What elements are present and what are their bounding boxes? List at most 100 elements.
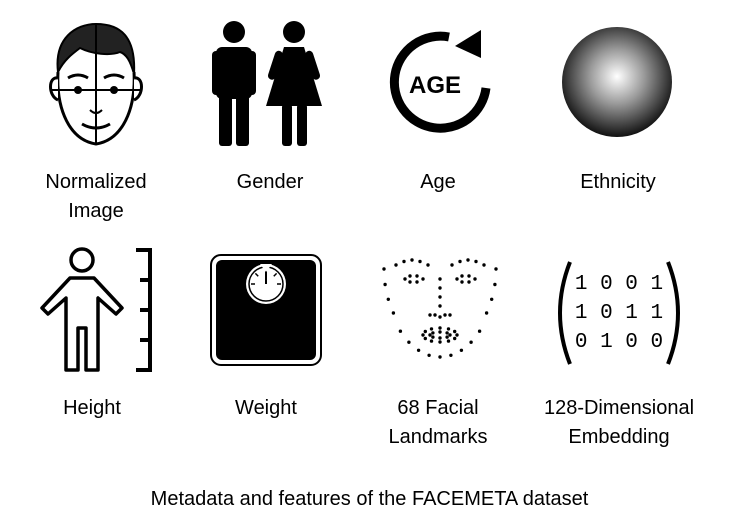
- landmark-dot: [477, 329, 482, 333]
- figure-caption: Metadata and features of the FACEMETA da…: [150, 488, 589, 510]
- landmark-dot: [402, 259, 406, 264]
- landmark-dot: [448, 333, 452, 337]
- landmark-dot: [391, 311, 396, 315]
- feature-label-age: Age: [358, 168, 518, 197]
- label-line: Ethnicity: [580, 171, 656, 193]
- woman-icon: [266, 21, 322, 146]
- landmark-dot: [438, 295, 442, 299]
- label-line: Landmarks: [388, 426, 488, 448]
- landmark-dot: [438, 304, 442, 308]
- label-line: Normalized: [45, 171, 147, 193]
- landmark-dot: [421, 277, 425, 281]
- landmark-dot: [482, 263, 486, 267]
- feature-label-gender: Gender: [190, 168, 350, 197]
- landmark-dot: [438, 326, 442, 330]
- landmark-dot: [403, 277, 407, 281]
- landmark-dot: [416, 348, 421, 352]
- landmark-dot: [443, 313, 447, 317]
- landmark-dot: [448, 313, 452, 317]
- landmark-dot: [453, 329, 457, 334]
- landmark-dot: [382, 267, 386, 271]
- landmark-dot: [423, 329, 427, 334]
- landmark-dot: [469, 340, 473, 344]
- landmark-dot: [484, 311, 489, 315]
- landmark-dot: [429, 339, 434, 343]
- label-line: 68 Facial: [397, 397, 479, 419]
- landmark-dot: [394, 263, 398, 267]
- landmark-dot: [450, 263, 454, 267]
- landmark-dot: [494, 267, 498, 271]
- landmark-dot: [438, 355, 442, 359]
- landmark-dot: [493, 282, 497, 287]
- landmark-dot: [427, 353, 431, 357]
- landmark-dot: [428, 333, 432, 337]
- age-icon-text: AGE: [409, 72, 461, 99]
- landmark-dot: [415, 274, 419, 278]
- landmark-dot: [421, 333, 425, 337]
- landmark-dot: [453, 336, 457, 341]
- landmark-dot: [446, 327, 451, 331]
- label-line: Age: [420, 171, 456, 193]
- landmark-dot: [459, 348, 464, 352]
- feature-label-ethnicity: Ethnicity: [538, 168, 698, 197]
- embedding-row: 1 0 1 1: [575, 302, 663, 325]
- embedding-row: 0 1 0 0: [575, 331, 663, 354]
- landmark-dot: [415, 280, 419, 284]
- embedding-row: 1 0 0 1: [575, 273, 663, 296]
- label-line: Embedding: [568, 426, 670, 448]
- feature-label-height: Height: [12, 394, 172, 423]
- landmark-dot: [458, 259, 462, 264]
- landmark-dot: [460, 274, 464, 278]
- landmark-dot: [438, 336, 442, 340]
- landmark-dot: [433, 313, 437, 317]
- landmark-dot: [438, 340, 442, 344]
- landmark-dot: [460, 280, 464, 284]
- landmark-dot: [445, 331, 449, 335]
- feature-label-weight: Weight: [186, 394, 346, 423]
- feature-label-landmarks: 68 Facial Landmarks: [358, 394, 518, 452]
- scale-icon: [210, 254, 322, 366]
- landmark-dot: [474, 259, 478, 264]
- landmark-dot: [428, 313, 432, 317]
- landmark-dot: [429, 327, 434, 331]
- ethnicity-sphere-icon: [562, 27, 672, 137]
- landmark-dot: [438, 277, 442, 281]
- landmark-dot: [445, 335, 449, 339]
- label-line: Gender: [236, 171, 304, 193]
- landmark-dot: [490, 297, 494, 301]
- landmark-dot: [438, 330, 442, 334]
- landmark-dot: [438, 286, 442, 290]
- age-icon: AGE: [389, 30, 491, 133]
- landmark-dot: [438, 315, 442, 319]
- facial-landmarks-icon: [382, 258, 498, 359]
- label-line: 128-Dimensional: [543, 397, 695, 419]
- landmark-dot: [398, 329, 403, 333]
- landmark-dot: [426, 263, 430, 267]
- landmark-dot: [467, 274, 471, 278]
- landmark-dot: [418, 259, 422, 264]
- landmark-dot: [408, 280, 412, 284]
- binary-embedding-icon: 1 0 0 1 1 0 1 1 0 1 0 0: [558, 261, 680, 365]
- landmark-dot: [466, 258, 470, 262]
- landmark-dot: [449, 353, 453, 357]
- landmark-dot: [410, 258, 414, 262]
- gender-icon: [212, 21, 322, 146]
- label-line: Height: [63, 397, 121, 419]
- face-icon: [49, 22, 143, 146]
- landmark-dot: [386, 297, 390, 301]
- landmark-dot: [467, 280, 471, 284]
- landmark-dot: [408, 274, 412, 278]
- landmark-dot: [455, 333, 459, 337]
- landmark-dot: [473, 277, 477, 281]
- landmark-dot: [423, 336, 427, 341]
- landmark-dot: [446, 339, 451, 343]
- height-icon: [40, 247, 152, 372]
- feature-label-embedding: 128-Dimensional Embedding: [522, 394, 716, 452]
- landmark-dot: [431, 335, 435, 339]
- landmark-dot: [431, 331, 435, 335]
- landmark-dot: [407, 340, 411, 344]
- label-line: Weight: [235, 397, 297, 419]
- man-icon: [212, 21, 256, 146]
- landmark-dot: [383, 282, 387, 287]
- feature-label-normalized-image: Normalized Image: [16, 168, 176, 226]
